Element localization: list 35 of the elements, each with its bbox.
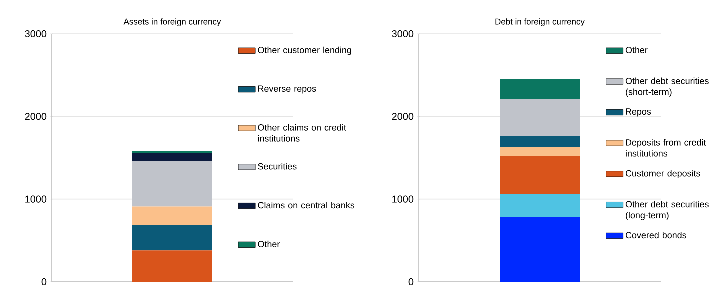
y-tick-label: 1000 bbox=[26, 196, 47, 203]
legend-label: Other bbox=[626, 46, 648, 54]
y-tick-label: 0 bbox=[42, 278, 47, 286]
y-tick-label: 2000 bbox=[392, 113, 414, 120]
legend-label: Other claims on credit institutions bbox=[258, 124, 346, 142]
bar bbox=[500, 156, 580, 194]
y-tick-label: 1000 bbox=[392, 196, 414, 203]
chart-title: Debt in foreign currency bbox=[496, 18, 585, 26]
bar bbox=[500, 79, 580, 100]
y-tick-label: 0 bbox=[408, 278, 414, 286]
legend-label: Reverse repos bbox=[258, 86, 316, 94]
legend-label: Other customer lending bbox=[258, 46, 352, 56]
legend-label: Securities bbox=[258, 163, 297, 170]
bar bbox=[132, 153, 212, 162]
legend-label: Other debt securities (short-term) bbox=[626, 78, 709, 98]
legend-label: Covered bonds bbox=[626, 232, 686, 239]
legend-label: Claims on central banks bbox=[258, 202, 355, 209]
legend-label: Other debt securities (long-term) bbox=[626, 201, 709, 220]
legend-label: Customer deposits bbox=[626, 170, 700, 179]
bar bbox=[132, 224, 212, 251]
bar bbox=[500, 194, 580, 218]
y-tick-label: 2000 bbox=[25, 113, 47, 120]
bar bbox=[132, 161, 212, 207]
bar bbox=[500, 218, 580, 282]
y-tick-label: 3000 bbox=[25, 30, 47, 38]
bar bbox=[500, 136, 580, 148]
y-tick-label: 3000 bbox=[392, 30, 414, 38]
legend-label: Deposits from credit institutions bbox=[626, 139, 706, 157]
bar bbox=[132, 206, 212, 225]
legend-label: Other bbox=[258, 240, 280, 248]
bar bbox=[500, 147, 580, 156]
bar bbox=[500, 99, 580, 137]
bar bbox=[132, 250, 212, 282]
chart-title: Assets in foreign currency bbox=[124, 18, 222, 26]
legend-label: Repos bbox=[626, 108, 652, 117]
